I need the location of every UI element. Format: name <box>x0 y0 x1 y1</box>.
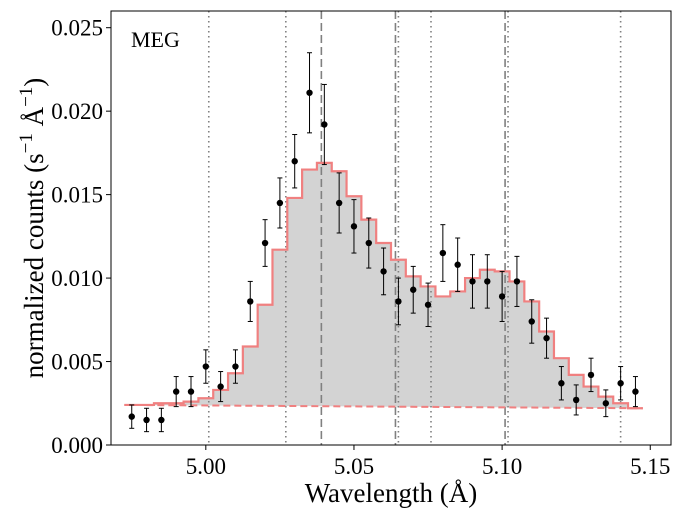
y-tick-label: 0.010 <box>51 266 103 291</box>
data-point <box>498 270 506 322</box>
y-axis-label-unit: Å <box>19 106 49 133</box>
data-marker <box>632 388 639 395</box>
data-point <box>528 299 535 344</box>
data-marker <box>276 199 284 207</box>
data-marker <box>454 261 461 268</box>
data-point <box>158 407 165 433</box>
model-step-line <box>124 161 643 410</box>
data-point <box>128 404 135 429</box>
data-point <box>454 237 461 292</box>
data-marker <box>424 301 432 308</box>
data-point <box>350 199 358 254</box>
data-point <box>410 265 417 314</box>
y-axis-label: normalized counts (s−1 Å−1) <box>16 78 49 379</box>
data-point <box>202 349 210 384</box>
data-point <box>276 177 284 229</box>
data-marker <box>217 383 224 390</box>
data-point <box>617 366 624 401</box>
data-point <box>484 254 491 309</box>
data-point <box>469 254 476 309</box>
data-point <box>558 366 565 401</box>
axis-ticks: 5.00 5.05 5.10 5.15 0.000 0.005 0.010 0.015 0.02… <box>51 16 670 479</box>
data-marker <box>202 363 210 370</box>
data-marker <box>469 278 476 285</box>
instrument-label: MEG <box>131 27 180 52</box>
y-axis-label-main: normalized counts (s <box>19 153 49 378</box>
data-marker <box>128 413 135 420</box>
data-marker <box>513 278 521 285</box>
data-marker <box>172 388 180 395</box>
data-marker <box>617 380 624 387</box>
x-tick-label: 5.00 <box>186 454 226 479</box>
data-marker <box>247 298 254 305</box>
y-tick-label: 0.020 <box>51 99 103 124</box>
y-tick-label: 0.015 <box>51 183 103 208</box>
y-tick-label: 0.000 <box>51 433 103 458</box>
data-marker <box>350 223 358 230</box>
data-point <box>439 224 447 282</box>
x-tick-label: 5.15 <box>630 454 670 479</box>
data-marker <box>528 318 535 325</box>
x-tick-label: 5.10 <box>482 454 522 479</box>
data-marker <box>380 268 387 275</box>
x-tick-label: 5.05 <box>334 454 374 479</box>
data-point <box>424 282 432 327</box>
y-tick-label: 0.025 <box>51 16 103 41</box>
data-marker <box>602 400 610 407</box>
data-point <box>247 280 254 322</box>
data-marker <box>410 286 417 293</box>
data-marker <box>365 239 372 247</box>
plot-area <box>124 11 643 445</box>
data-marker <box>498 293 506 300</box>
x-axis-label: Wavelength (Å) <box>305 478 478 508</box>
data-point <box>632 376 639 408</box>
data-point <box>395 277 402 326</box>
data-marker <box>587 371 595 379</box>
data-point <box>143 407 150 433</box>
data-marker <box>335 199 343 207</box>
data-point <box>306 52 313 134</box>
data-marker <box>439 249 447 257</box>
data-point <box>321 83 328 166</box>
y-tick-label: 0.005 <box>51 350 103 375</box>
data-point <box>172 376 180 408</box>
data-point <box>572 384 580 416</box>
data-marker <box>484 278 491 285</box>
data-marker <box>395 298 402 305</box>
data-point <box>335 172 343 234</box>
data-point <box>187 376 195 408</box>
data-point <box>291 134 298 189</box>
continuum-line <box>124 403 643 410</box>
data-marker <box>306 89 313 96</box>
data-marker <box>187 388 195 395</box>
data-marker <box>158 416 165 424</box>
data-point <box>602 389 610 418</box>
data-point <box>365 217 372 269</box>
y-axis-label-close: ) <box>19 78 49 87</box>
data-marker <box>232 363 239 370</box>
data-point <box>380 247 387 296</box>
data-point <box>217 371 224 403</box>
data-marker <box>543 334 550 342</box>
y-axis-label-exponent-1: −1 <box>16 133 37 153</box>
y-axis-label-exponent-2: −1 <box>16 87 37 107</box>
data-point <box>587 357 595 393</box>
data-point <box>232 349 239 384</box>
data-marker <box>261 239 269 247</box>
data-marker <box>572 396 580 404</box>
data-point <box>261 219 269 267</box>
data-marker <box>291 158 298 165</box>
data-point <box>513 255 521 307</box>
plot-frame <box>110 10 672 446</box>
data-marker <box>321 121 328 128</box>
data-marker <box>558 380 565 387</box>
data-point <box>543 317 550 359</box>
data-marker <box>143 416 150 424</box>
